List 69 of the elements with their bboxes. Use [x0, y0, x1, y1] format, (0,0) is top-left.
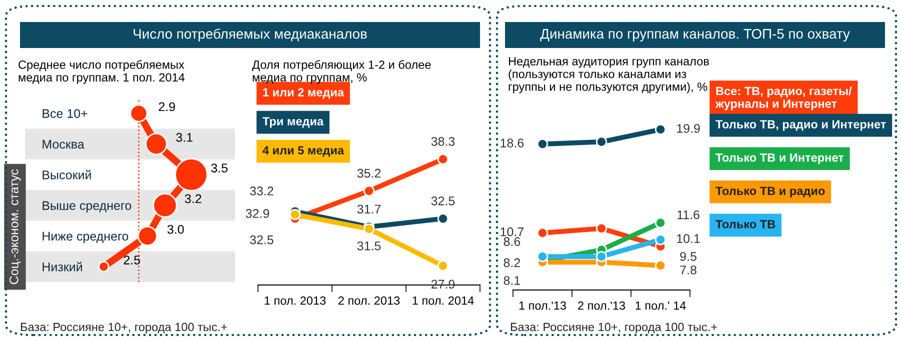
- text: База: Россияне 10+, города 100 тыс.+: [20, 322, 227, 334]
- x-tick-label: 1 пол.'13: [519, 301, 566, 310]
- y-axis-title: Соц.-эконом. статус: [9, 169, 21, 284]
- x-tick-label: 1 пол. 2014: [412, 296, 474, 305]
- point: [145, 132, 168, 156]
- text: Только ТВ и радио: [716, 186, 825, 198]
- data-label: 32.5: [250, 235, 274, 244]
- data-label: 11.6: [678, 210, 700, 220]
- x-tick-label: 1 пол.' 14: [636, 302, 686, 310]
- point: [536, 250, 548, 262]
- text: Только ТВ: [716, 220, 776, 228]
- y-tick-label: Высокий: [42, 170, 91, 180]
- chart-subtitle: Среднее число потребляемых медиа по группам. 1 пол. 2014: [18, 60, 185, 84]
- data-label: 3.1: [176, 132, 192, 142]
- point: [596, 222, 608, 234]
- data-label: 32.9: [246, 209, 270, 218]
- point: [654, 234, 666, 246]
- data-label: 33.2: [250, 186, 274, 196]
- data-label: 2.5: [124, 256, 140, 264]
- data-label: 7.8: [680, 266, 696, 274]
- y-tick-label: Низкий: [42, 262, 82, 272]
- text: 4 или 5 медиа: [262, 146, 344, 157]
- data-label: 19.9: [677, 124, 700, 133]
- data-label: 35.2: [357, 168, 381, 178]
- chart-subtitle: Недельная аудитория групп каналов (пользуются только каналами из группы и не пользуются другими), %: [508, 57, 709, 94]
- data-label: 32.5: [431, 196, 455, 206]
- point: [654, 124, 666, 136]
- data-label: 3.2: [184, 194, 202, 204]
- text: База: Россияне 10+, города 100 тыс.+: [510, 322, 717, 334]
- data-label: 31.5: [357, 241, 381, 250]
- text: Три медиа: [262, 117, 324, 128]
- point: [596, 250, 608, 262]
- point: [289, 208, 301, 220]
- point: [654, 217, 666, 228]
- chart-title: Доля потребляющих 1-2 и более медиа по группам, %: [252, 60, 431, 84]
- chart-title: Динамика по группам каналов. ТОП-5 по охвату: [540, 28, 850, 42]
- x-tick-label: 1 пол. 2013: [264, 296, 326, 305]
- point: [138, 226, 158, 246]
- point: [536, 227, 548, 238]
- point: [437, 213, 449, 224]
- text: Только ТВ и Интернет: [716, 154, 844, 164]
- text: Только ТВ, радио и Интернет: [716, 120, 886, 131]
- y-tick-label: Выше среднего: [42, 201, 132, 212]
- data-label: 2.9: [158, 102, 175, 112]
- point: [596, 136, 608, 148]
- data-label: 18.6: [500, 138, 524, 148]
- data-label: 8.1: [504, 276, 520, 285]
- y-tick-label: Ниже среднего: [42, 232, 128, 244]
- data-label: 10.7: [500, 227, 524, 236]
- point: [536, 138, 548, 150]
- y-tick-label: Все 10+: [42, 109, 88, 118]
- data-label: 3.5: [211, 164, 228, 172]
- point: [363, 185, 375, 197]
- point: [437, 154, 449, 165]
- data-label: 8.2: [504, 258, 520, 268]
- point: [437, 260, 449, 272]
- data-label: 9.5: [680, 252, 696, 261]
- x-tick-label: 2 пол.'13: [578, 301, 626, 310]
- data-label: 31.7: [357, 204, 381, 214]
- x-tick-label: 2 пол. 2013: [338, 296, 400, 305]
- y-tick-label: Москва: [42, 140, 84, 149]
- point: [654, 260, 666, 272]
- data-label: 38.3: [431, 137, 455, 146]
- text: Все: ТВ, радио, газеты/ журналы и Интернет: [715, 86, 852, 110]
- data-label: 10.1: [677, 234, 700, 244]
- text: 1 или 2 медиа: [263, 88, 344, 99]
- text: Число потребляемых медиаканалов: [134, 28, 367, 42]
- data-label: 8.6: [504, 237, 520, 246]
- data-label: 3.0: [167, 224, 184, 234]
